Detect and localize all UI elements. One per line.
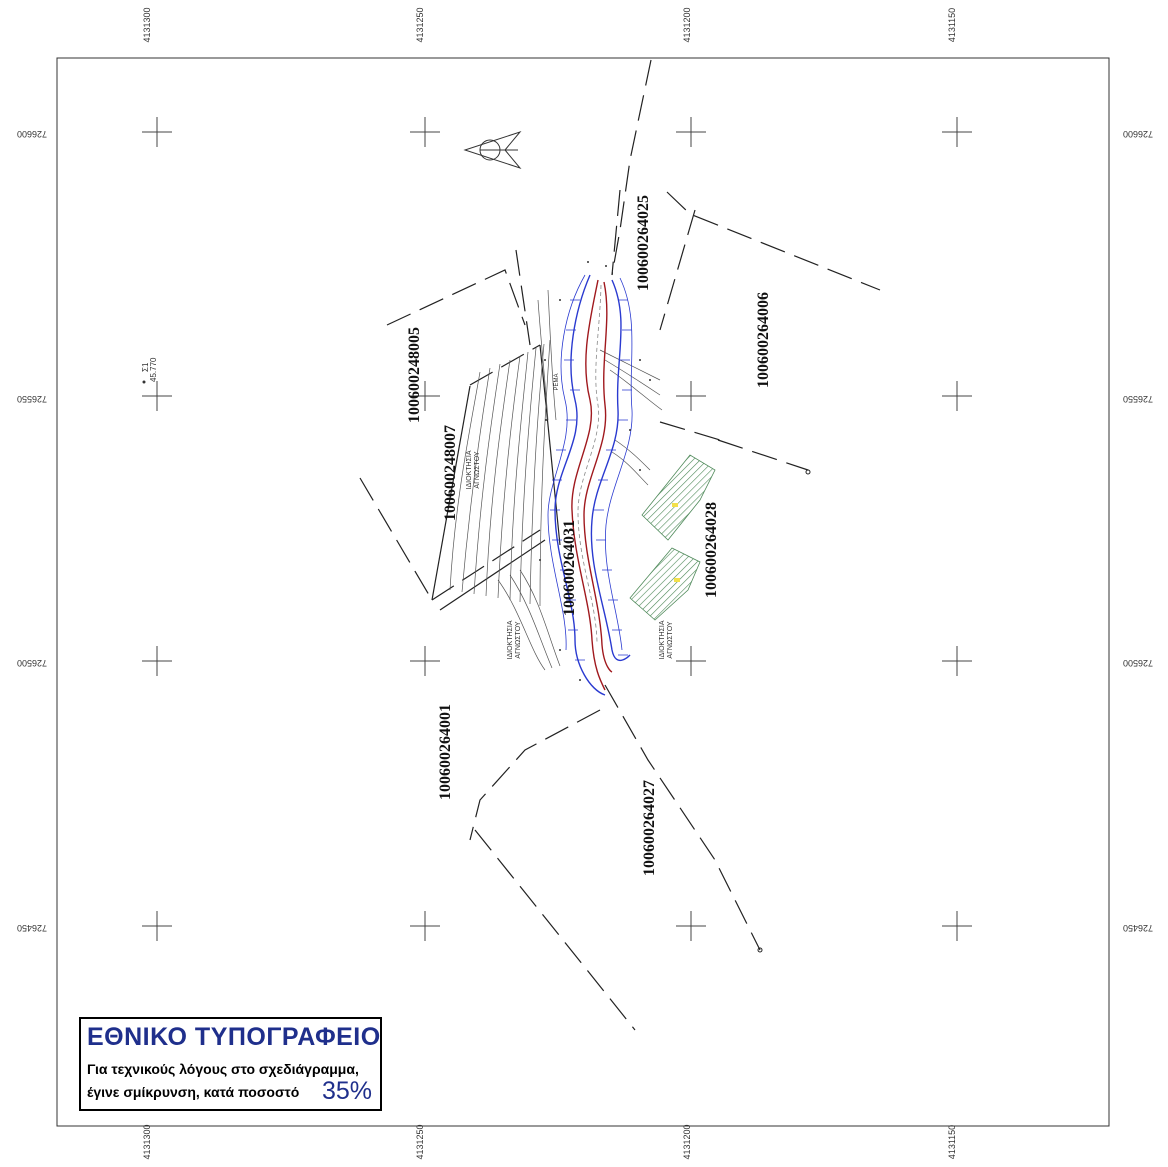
reduction-stamp: ΕΘΝΙΚΟ ΤΥΠΟΓΡΑΦΕΙΟ Για τεχνικούς λόγους … xyxy=(79,1017,382,1111)
ownership-label: ΙΔΙΟΚΤΗΣΙΑ xyxy=(507,620,514,659)
spot-heights xyxy=(539,261,651,681)
easting-label-bottom: 4131300 xyxy=(142,1124,152,1159)
control-point: Σ1 45.770 xyxy=(141,357,158,384)
parcel-solid-lines xyxy=(431,344,561,611)
easting-labels-top: 4131300 4131250 4131200 4131150 xyxy=(142,7,957,42)
parcel-id: 100600248005 xyxy=(406,327,423,423)
ownership-label: ΙΔΙΟΚΤΗΣΙΑ xyxy=(466,450,473,489)
easting-labels-bottom: 4131300 4131250 4131200 4131150 xyxy=(142,1124,957,1159)
ownership-label: ΑΓΝΩΣΤΟΥ xyxy=(515,621,522,659)
easting-label-top: 4131150 xyxy=(947,8,957,42)
contour-lines xyxy=(449,289,663,671)
northing-label-right: 726600 xyxy=(1123,129,1153,139)
parcel-boundaries xyxy=(359,59,881,1031)
northing-label-left: 726550 xyxy=(17,394,47,404)
northing-labels-right: 726600 726550 726500 726450 xyxy=(1123,129,1153,933)
northing-label-left: 726600 xyxy=(17,129,47,139)
northing-label-left: 726450 xyxy=(17,923,47,933)
parcel-id: 100600264006 xyxy=(755,292,772,388)
map-frame xyxy=(56,57,1110,1127)
parcel-id: 100600264001 xyxy=(437,704,454,800)
easting-label-top: 4131250 xyxy=(415,7,425,42)
northing-labels-left: 726600 726550 726500 726450 xyxy=(17,129,47,933)
northing-label-right: 726500 xyxy=(1123,658,1153,668)
easting-label-bottom: 4131150 xyxy=(947,1125,957,1159)
easting-label-top: 4131300 xyxy=(142,7,152,42)
control-point-name: Σ1 xyxy=(141,362,150,372)
stamp-note-line2: έγινε σμίκρυνση, κατά ποσοστό xyxy=(87,1084,300,1100)
ownership-label: ΑΓΝΩΣΤΟΥ xyxy=(667,621,674,659)
easting-label-top: 4131200 xyxy=(682,7,692,42)
stream-channel xyxy=(547,274,633,696)
parcel-id: 100600264027 xyxy=(641,780,658,876)
easting-label-bottom: 4131250 xyxy=(415,1124,425,1159)
buildings xyxy=(629,454,716,621)
boundary-node xyxy=(757,947,763,953)
bank-ticks xyxy=(550,299,632,661)
building-north xyxy=(641,454,716,541)
building-south xyxy=(629,547,701,621)
parcel-id: 100600264031 xyxy=(561,520,578,616)
ownership-labels: ΙΔΙΟΚΤΗΣΙΑ ΑΓΝΩΣΤΟΥ ΙΔΙΟΚΤΗΣΙΑ ΑΓΝΩΣΤΟΥ … xyxy=(466,450,674,659)
northing-label-right: 726450 xyxy=(1123,923,1153,933)
grid-crosses xyxy=(142,117,972,941)
parcel-id: 100600264025 xyxy=(635,195,652,291)
ownership-label: ΙΔΙΟΚΤΗΣΙΑ xyxy=(659,620,666,659)
stamp-title: ΕΘΝΙΚΟ ΤΥΠΟΓΡΑΦΕΙΟ xyxy=(87,1023,381,1051)
easting-label-bottom: 4131200 xyxy=(682,1124,692,1159)
parcel-id: 100600248007 xyxy=(442,425,459,521)
stamp-percent: 35% xyxy=(321,1077,372,1105)
parcel-ids: 100600248005 100600248007 100600264025 1… xyxy=(406,195,772,876)
ownership-label: ΑΓΝΩΣΤΟΥ xyxy=(474,451,481,489)
northing-label-left: 726500 xyxy=(17,658,47,668)
control-point-elevation: 45.770 xyxy=(149,357,158,382)
boundary-node xyxy=(805,469,811,475)
stream-label: ΡΕΜΑ xyxy=(554,373,560,390)
stamp-note-line1: Για τεχνικούς λόγους στο σχεδιάγραμμα, xyxy=(87,1061,359,1077)
parcel-id: 100600264028 xyxy=(703,502,720,598)
northing-label-right: 726550 xyxy=(1123,394,1153,404)
north-arrow-icon xyxy=(463,130,522,170)
